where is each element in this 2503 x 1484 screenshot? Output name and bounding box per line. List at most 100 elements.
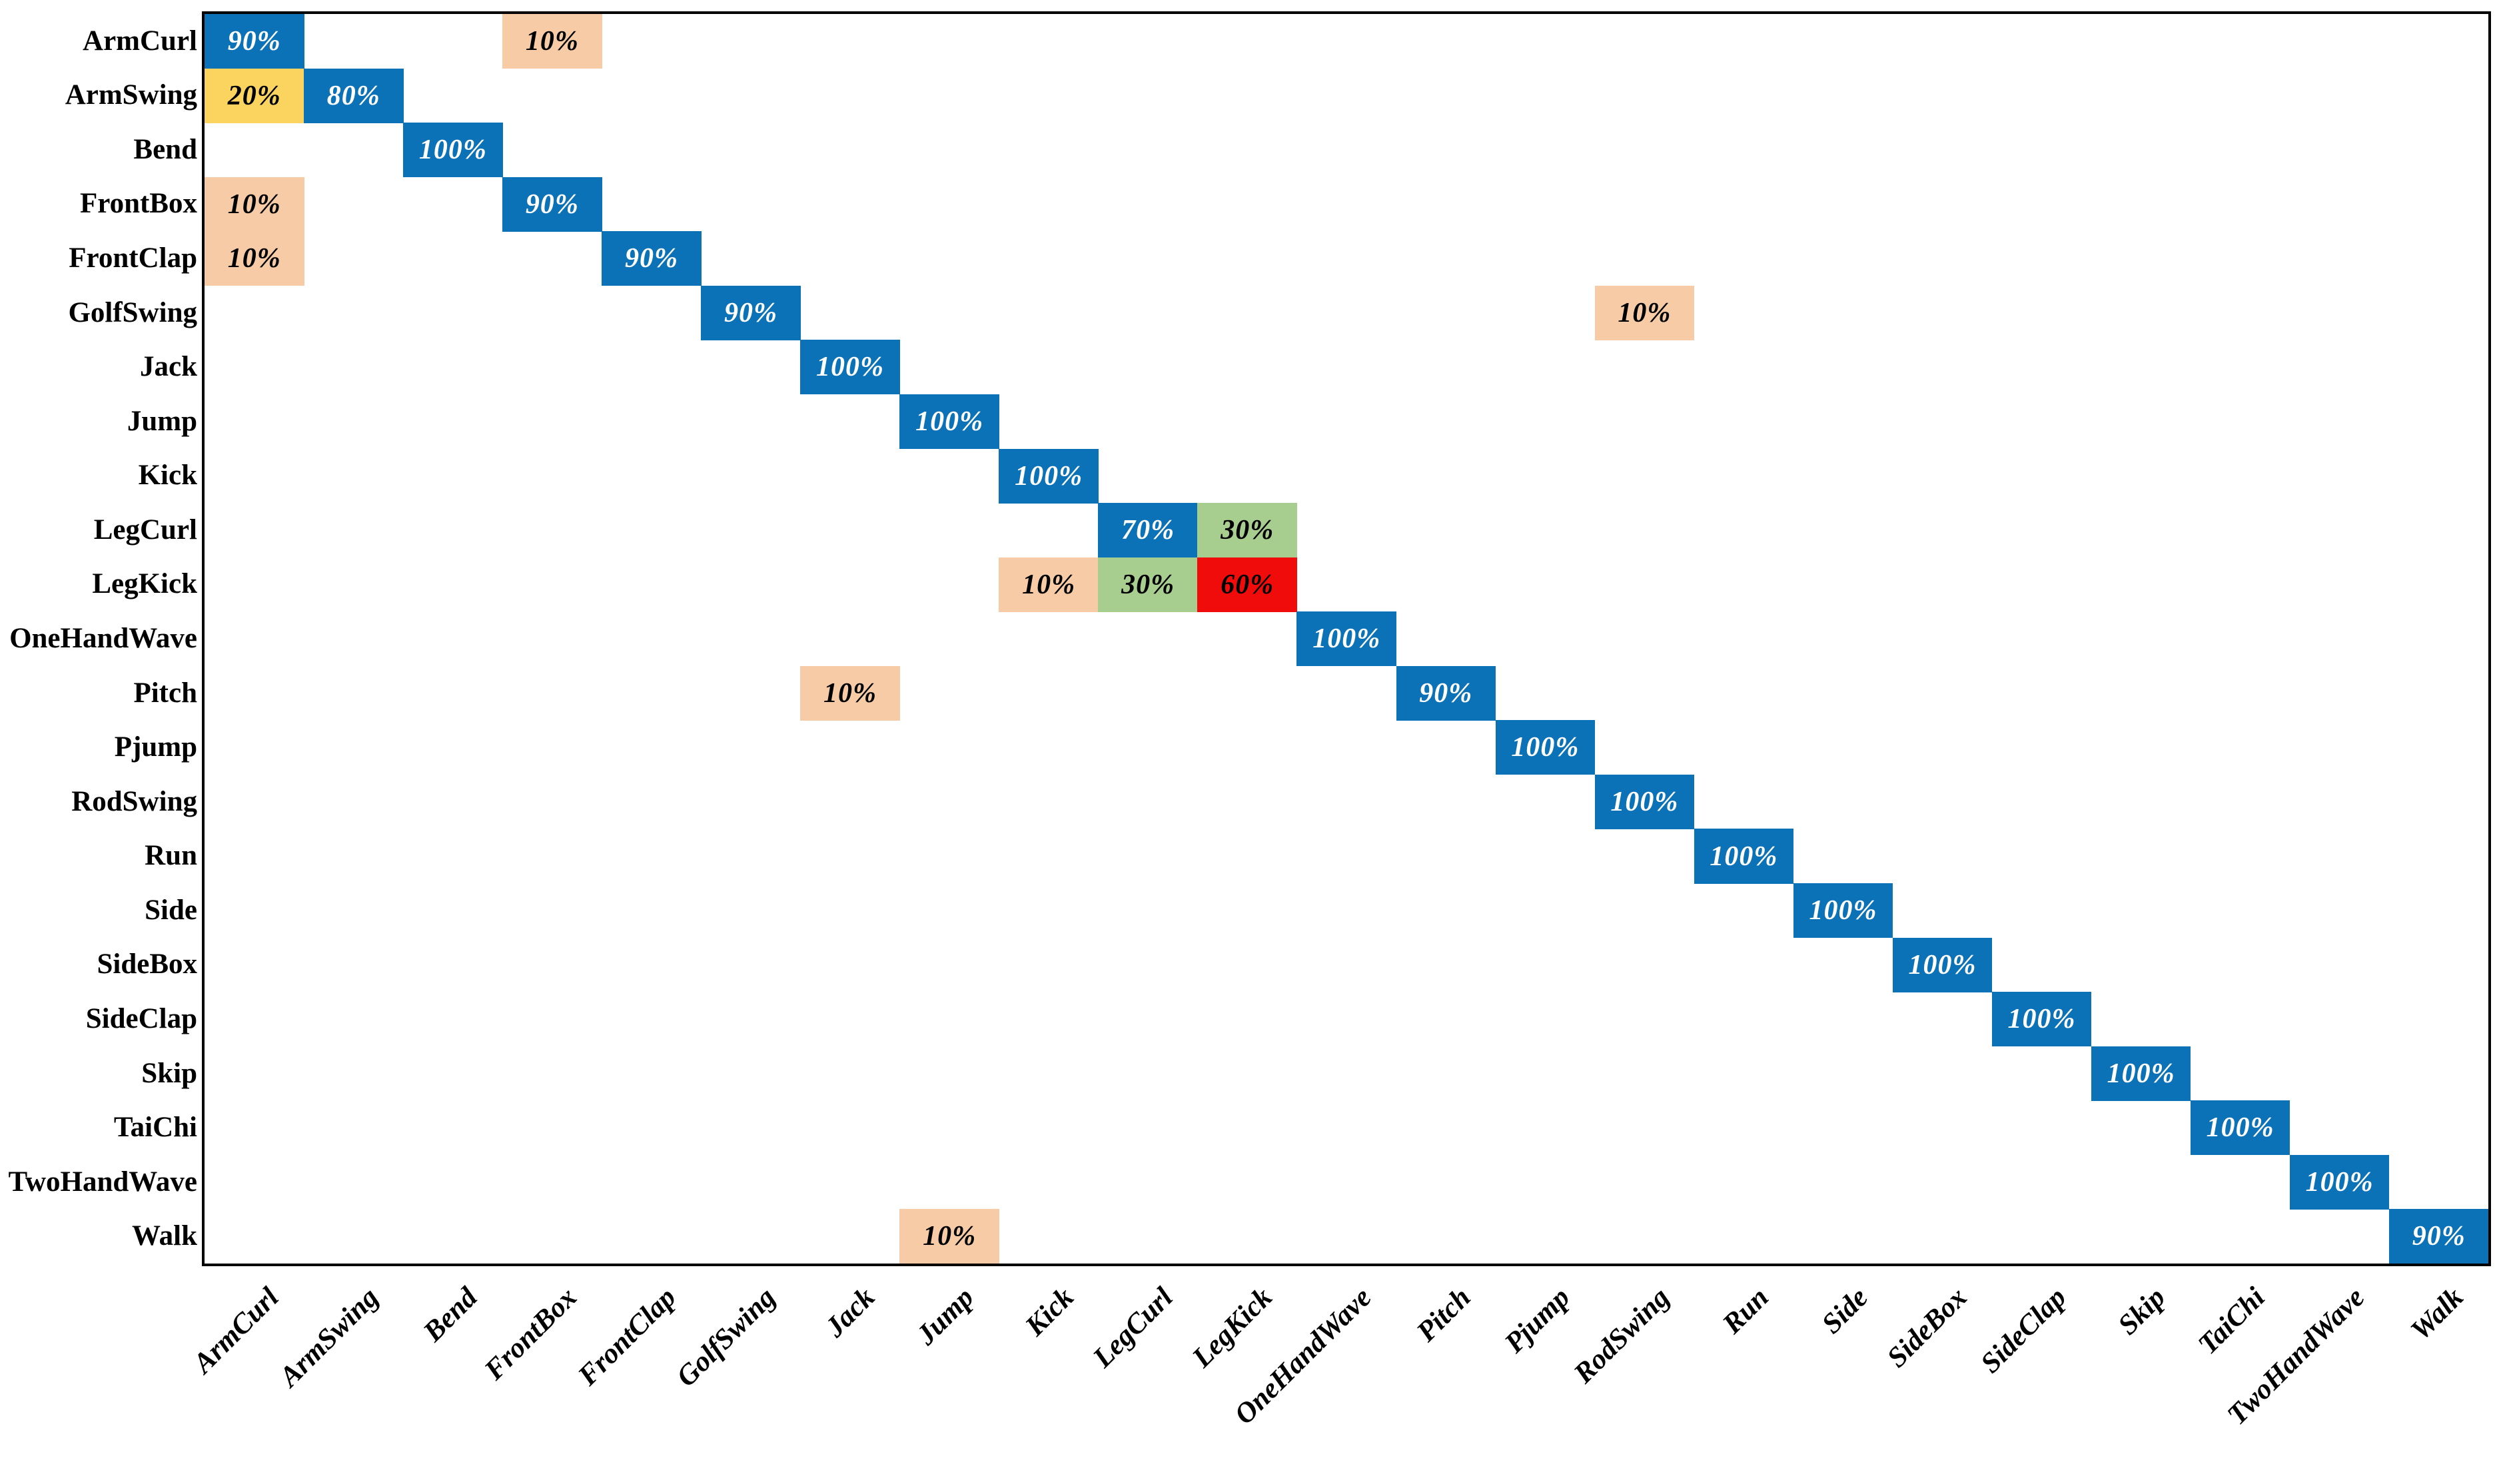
cell-value: 100% xyxy=(1809,895,1877,927)
y-axis-label-kick: Kick xyxy=(138,460,197,492)
cell-value: 90% xyxy=(1419,677,1473,709)
x-axis-label-frontclap: FrontClap xyxy=(572,1282,683,1392)
matrix-cell: 10% xyxy=(205,177,304,232)
cell-value: 30% xyxy=(1221,515,1274,546)
y-axis-label-sideclap: SideClap xyxy=(85,1002,197,1034)
matrix-cell: 90% xyxy=(205,14,304,69)
matrix-cell: 20% xyxy=(205,68,304,123)
cell-value: 10% xyxy=(823,677,877,709)
cell-value: 100% xyxy=(2305,1166,2374,1198)
matrix-cell: 100% xyxy=(800,340,900,395)
cell-value: 100% xyxy=(418,135,487,166)
cell-value: 10% xyxy=(923,1221,977,1252)
cell-value: 10% xyxy=(227,188,281,220)
x-axis-label-taichi: TaiChi xyxy=(2192,1282,2271,1361)
y-axis-label-legcurl: LegCurl xyxy=(93,514,197,546)
matrix-cell: 100% xyxy=(1892,937,1993,992)
x-axis-label-golfswing: GolfSwing xyxy=(670,1282,782,1393)
cell-value: 20% xyxy=(227,80,281,111)
cell-value: 100% xyxy=(2206,1112,2274,1144)
x-axis-label-side: Side xyxy=(1815,1282,1874,1340)
y-axis-label-armswing: ArmSwing xyxy=(65,79,197,111)
matrix-cell: 10% xyxy=(800,665,900,721)
cell-value: 70% xyxy=(1121,515,1175,546)
x-axis-label-kick: Kick xyxy=(1019,1282,1080,1342)
matrix-cell: 100% xyxy=(2190,1100,2290,1156)
x-axis-label-armswing: ArmSwing xyxy=(273,1282,385,1393)
matrix-cell: 100% xyxy=(899,394,999,450)
y-axis-label-bend: Bend xyxy=(133,133,197,165)
matrix-cell: 90% xyxy=(1396,665,1496,721)
matrix-cell: 70% xyxy=(1098,503,1198,558)
cell-value: 10% xyxy=(1022,569,1076,600)
x-axis-label-frontbox: FrontBox xyxy=(478,1282,584,1386)
cell-value: 90% xyxy=(624,243,678,274)
y-axis-label-skip: Skip xyxy=(141,1057,197,1089)
x-axis-label-rodswing: RodSwing xyxy=(1567,1282,1676,1389)
cell-value: 100% xyxy=(1710,841,1778,872)
x-axis-label-legcurl: LegCurl xyxy=(1087,1282,1179,1374)
y-axis-label-walk: Walk xyxy=(132,1220,197,1252)
cell-value: 10% xyxy=(525,26,579,57)
x-axis-label-armcurl: ArmCurl xyxy=(187,1282,286,1379)
matrix-cell: 100% xyxy=(2091,1046,2191,1101)
cell-value: 30% xyxy=(1121,569,1175,600)
y-axis-label-golfswing: GolfSwing xyxy=(68,296,197,328)
y-axis-label-jack: Jack xyxy=(140,351,197,383)
y-axis-label-taichi: TaiChi xyxy=(113,1112,197,1144)
matrix-cell: 10% xyxy=(899,1209,999,1264)
matrix-cell: 100% xyxy=(1296,611,1396,667)
matrix-cell: 90% xyxy=(2388,1209,2489,1264)
y-axis-label-onehandwave: OneHandWave xyxy=(9,623,197,654)
matrix-cell: 100% xyxy=(1793,883,1893,938)
cell-value: 10% xyxy=(1618,297,1672,328)
matrix-cell: 100% xyxy=(1594,774,1695,829)
x-axis-label-skip: Skip xyxy=(2112,1282,2172,1341)
cell-value: 90% xyxy=(2412,1221,2466,1252)
cell-value: 90% xyxy=(724,297,777,328)
matrix-cell: 10% xyxy=(502,14,602,69)
cell-value: 100% xyxy=(1908,949,1977,980)
matrix-cell: 100% xyxy=(1495,720,1596,775)
x-axis-label-pitch: Pitch xyxy=(1410,1282,1477,1348)
matrix-cell: 10% xyxy=(205,231,304,286)
y-axis-label-jump: Jump xyxy=(127,405,197,437)
x-axis-label-sideclap: SideClap xyxy=(1975,1282,2073,1379)
matrix-cell-layer: 90% 10% 20% 80% 100% 10% 90% 10% 90% 90% 10% 100% 10… xyxy=(205,14,2489,1264)
matrix-cell: 30% xyxy=(1197,503,1297,558)
y-axis-label-run: Run xyxy=(145,840,197,872)
matrix-cell: 30% xyxy=(1098,557,1198,612)
cell-value: 60% xyxy=(1221,569,1274,600)
cell-value: 100% xyxy=(1312,623,1381,655)
y-axis-label-armcurl: ArmCurl xyxy=(83,25,197,57)
x-axis-label-pjump: Pjump xyxy=(1498,1282,1576,1359)
cell-value: 100% xyxy=(2007,1004,2076,1035)
cell-value: 80% xyxy=(326,80,380,111)
x-axis-label-bend: Bend xyxy=(418,1282,484,1348)
cell-value: 10% xyxy=(227,243,281,274)
matrix-cell: 60% xyxy=(1197,557,1297,612)
cell-value: 90% xyxy=(525,188,579,220)
y-axis-label-side: Side xyxy=(145,894,197,926)
matrix-cell: 80% xyxy=(304,68,404,123)
x-axis-label-run: Run xyxy=(1716,1282,1775,1340)
y-axis-label-sidebox: SideBox xyxy=(97,948,197,980)
matrix-cell: 90% xyxy=(701,285,801,340)
matrix-cell: 100% xyxy=(1991,992,2092,1047)
x-axis-label-walk: Walk xyxy=(2405,1282,2470,1347)
matrix-cell: 100% xyxy=(2289,1154,2390,1210)
cell-value: 100% xyxy=(2107,1058,2175,1089)
cell-value: 100% xyxy=(915,406,984,437)
matrix-cell: 90% xyxy=(602,231,702,286)
x-axis-label-jump: Jump xyxy=(911,1282,981,1351)
y-axis-label-frontbox: FrontBox xyxy=(80,188,197,220)
y-axis-label-rodswing: RodSwing xyxy=(71,785,197,817)
cell-value: 100% xyxy=(1511,732,1580,763)
y-axis-label-twohandwave: TwoHandWave xyxy=(8,1166,197,1198)
matrix-cell: 10% xyxy=(999,557,1099,612)
y-axis-label-pjump: Pjump xyxy=(114,731,197,763)
y-axis-label-pitch: Pitch xyxy=(133,677,197,709)
cell-value: 100% xyxy=(1015,460,1083,492)
x-axis-label-legkick: LegKick xyxy=(1186,1282,1278,1374)
